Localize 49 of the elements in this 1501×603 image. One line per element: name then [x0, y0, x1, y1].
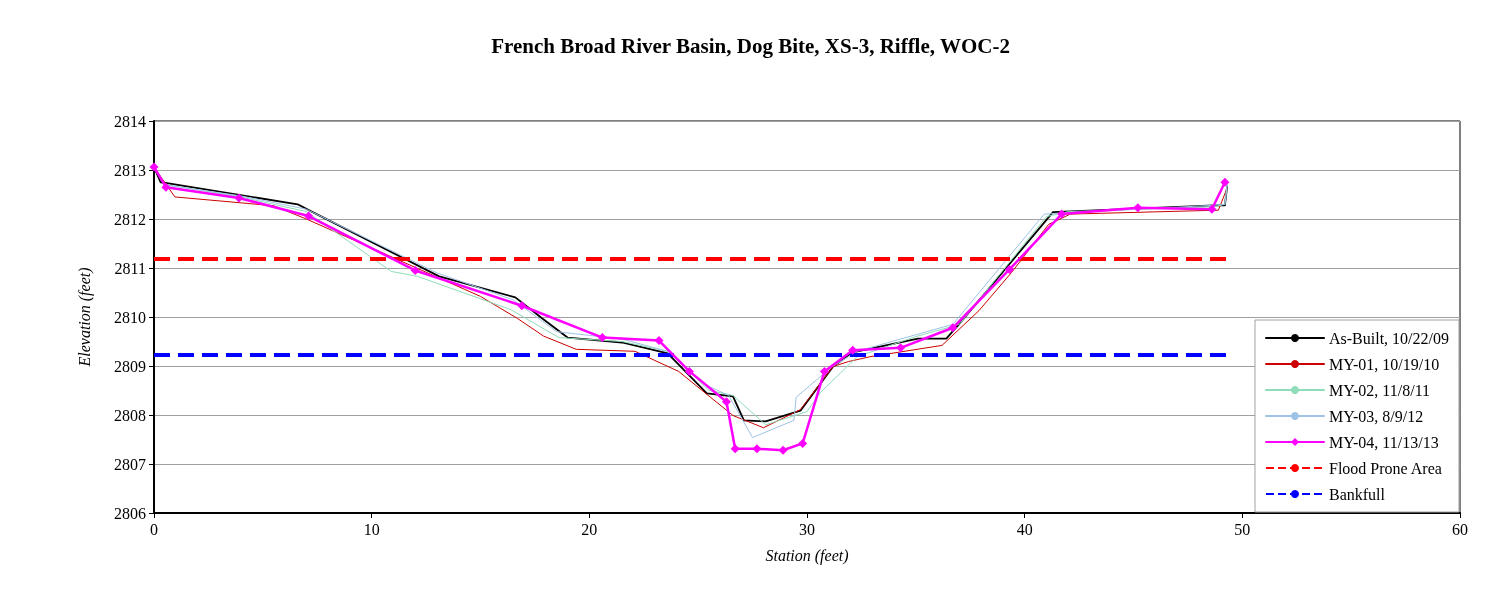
- y-tick-label: 2813: [114, 161, 146, 179]
- point: [819, 366, 829, 376]
- point: [752, 444, 762, 454]
- x-tick-label: 20: [581, 520, 598, 538]
- y-tick-label: 2809: [114, 357, 146, 375]
- point: [1133, 203, 1143, 213]
- legend-label: MY-04, 11/13/13: [1328, 433, 1439, 451]
- y-tick-label: 2808: [114, 406, 146, 424]
- point: [1220, 177, 1230, 187]
- x-tick-label: 10: [363, 520, 380, 538]
- point: [684, 366, 694, 376]
- point: [721, 397, 731, 407]
- point: [948, 323, 958, 333]
- point: [149, 162, 159, 172]
- legend-label: Bankfull: [1328, 485, 1386, 503]
- x-tick-label: 60: [1452, 520, 1468, 538]
- point: [896, 343, 906, 353]
- legend-label: As-Built, 10/22/09: [1328, 329, 1450, 347]
- x-axis-title: Station (feet): [765, 546, 849, 565]
- x-tick-label: 50: [1234, 520, 1251, 538]
- point: [597, 333, 607, 343]
- y-tick-label: 2812: [114, 210, 146, 228]
- x-tick-label: 0: [150, 520, 158, 538]
- legend-label: MY-03, 8/9/12: [1328, 407, 1424, 425]
- point: [161, 182, 171, 192]
- point: [778, 445, 788, 455]
- y-tick-label: 2810: [114, 308, 146, 326]
- chart-title: French Broad River Basin, Dog Bite, XS-3, Riffle, WOC-2: [491, 33, 1010, 58]
- point: [410, 265, 420, 275]
- legend-label: MY-02, 11/8/11: [1328, 381, 1431, 399]
- y-tick-label: 2811: [114, 259, 146, 277]
- point: [517, 301, 527, 311]
- point: [1207, 204, 1217, 214]
- point: [848, 345, 858, 355]
- point: [730, 444, 740, 454]
- y-tick-label: 2807: [114, 455, 146, 473]
- point: [1004, 264, 1014, 274]
- point: [654, 336, 664, 346]
- legend-label: MY-01, 10/19/10: [1328, 355, 1440, 373]
- y-tick-label: 2814: [114, 112, 146, 130]
- point: [234, 193, 244, 203]
- legend-label: Flood Prone Area: [1328, 459, 1442, 477]
- x-tick-label: 30: [799, 520, 815, 538]
- y-tick-label: 2806: [114, 504, 146, 522]
- point: [304, 211, 314, 221]
- x-tick-label: 40: [1016, 520, 1033, 538]
- point: [1057, 209, 1067, 219]
- point: [798, 438, 808, 448]
- y-axis-title: Elevation (feet): [75, 267, 94, 368]
